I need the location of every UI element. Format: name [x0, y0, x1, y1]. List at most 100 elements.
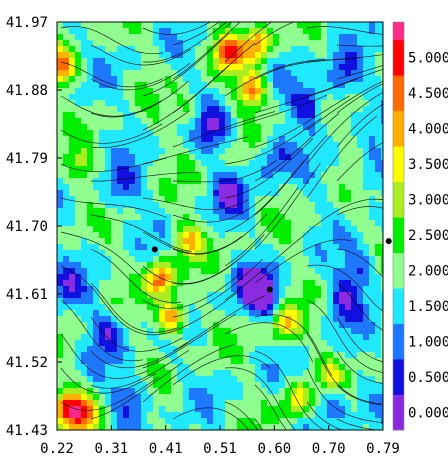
heat-cell — [63, 40, 70, 47]
heat-cell — [243, 328, 250, 335]
streamline — [142, 22, 228, 63]
heat-cell — [171, 250, 178, 257]
heat-cell — [183, 238, 190, 245]
heat-cell — [183, 298, 190, 305]
heat-cell — [321, 34, 328, 41]
heat-cell — [351, 352, 358, 359]
heat-cell — [189, 28, 196, 35]
heat-cell — [147, 370, 154, 377]
heat-cell — [351, 328, 358, 335]
heat-cell — [285, 148, 292, 155]
heat-cell — [81, 226, 88, 233]
heat-cell — [189, 172, 196, 179]
heat-cell — [381, 190, 383, 197]
heat-cell — [225, 382, 232, 389]
heat-cell — [369, 346, 376, 353]
heat-cell — [219, 202, 226, 209]
heat-cell — [207, 400, 214, 407]
heat-cell — [309, 304, 316, 311]
heat-cell — [111, 76, 118, 83]
heat-cell — [99, 28, 106, 35]
heat-cell — [165, 424, 172, 430]
heat-cell — [123, 124, 130, 131]
heat-cell — [363, 58, 370, 65]
heat-cell — [351, 34, 358, 41]
heat-cell — [99, 394, 106, 401]
heat-cell — [231, 370, 238, 377]
heat-cell — [189, 70, 196, 77]
heat-cell — [141, 46, 148, 53]
heat-cell — [63, 28, 70, 35]
heat-cell — [231, 106, 238, 113]
heat-cell — [339, 292, 346, 299]
heat-cell — [381, 22, 383, 29]
heat-cell — [231, 64, 238, 71]
heat-cell — [69, 40, 76, 47]
heat-cell — [159, 250, 166, 257]
heat-cell — [231, 178, 238, 185]
heat-cell — [369, 250, 376, 257]
heat-cell — [357, 292, 364, 299]
heat-cell — [135, 106, 142, 113]
heat-cell — [351, 226, 358, 233]
heat-cell — [195, 358, 202, 365]
heat-cell — [339, 358, 346, 365]
heat-cell — [333, 394, 340, 401]
heat-cell — [81, 112, 88, 119]
heat-cell — [267, 316, 274, 323]
heat-cell — [189, 274, 196, 281]
heat-cell — [339, 262, 346, 269]
heat-cell — [351, 370, 358, 377]
heat-cell — [129, 202, 136, 209]
heat-cell — [309, 412, 316, 419]
heat-cell — [279, 52, 286, 59]
heat-cell — [333, 226, 340, 233]
heat-cell — [123, 214, 130, 221]
heat-cell — [93, 400, 100, 407]
heat-cell — [57, 184, 64, 191]
heat-cell — [285, 142, 292, 149]
heat-cell — [153, 256, 160, 263]
heat-cell — [225, 154, 232, 161]
heat-cell — [99, 148, 106, 155]
heat-cell — [255, 220, 262, 227]
heat-cell — [351, 232, 358, 239]
heat-cell — [249, 316, 256, 323]
heat-cell — [177, 232, 184, 239]
heat-cell — [195, 376, 202, 383]
heat-cell — [159, 286, 166, 293]
heat-cell — [177, 112, 184, 119]
heat-cell — [75, 76, 82, 83]
heat-cell — [303, 274, 310, 281]
heat-cell — [261, 124, 268, 131]
heat-cell — [165, 292, 172, 299]
heat-cell — [315, 130, 322, 137]
heat-cell — [69, 262, 76, 269]
heat-cell — [261, 52, 268, 59]
heat-cell — [351, 400, 358, 407]
heat-cell — [57, 64, 64, 71]
heat-cell — [219, 334, 226, 341]
heat-cell — [297, 124, 304, 131]
heat-cell — [171, 232, 178, 239]
heat-cell — [297, 130, 304, 137]
heat-cell — [189, 418, 196, 425]
heat-cell — [201, 70, 208, 77]
heat-cell — [327, 364, 334, 371]
heat-cell — [117, 370, 124, 377]
heat-cell — [129, 316, 136, 323]
heat-cell — [369, 220, 376, 227]
heat-cell — [75, 166, 82, 173]
heat-cell — [171, 322, 178, 329]
heat-cell — [69, 100, 76, 107]
heat-cell — [255, 70, 262, 77]
heat-cell — [243, 112, 250, 119]
heat-cell — [171, 190, 178, 197]
heat-cell — [171, 130, 178, 137]
heat-cell — [171, 382, 178, 389]
heat-cell — [99, 46, 106, 53]
heat-cell — [255, 298, 262, 305]
heat-cell — [87, 292, 94, 299]
heat-cell — [63, 202, 70, 209]
heat-cell — [231, 202, 238, 209]
